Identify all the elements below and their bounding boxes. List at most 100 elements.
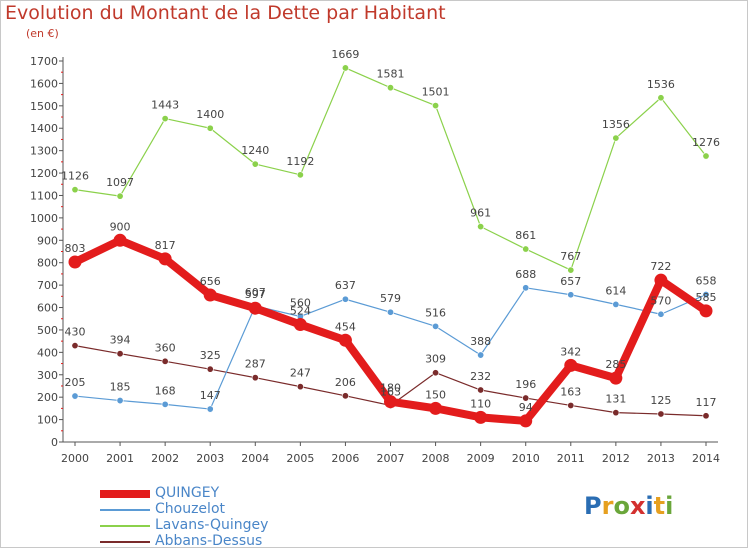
y-tick-label: 1100 — [30, 189, 58, 202]
data-point-quingey — [564, 358, 578, 372]
data-label-abbans-dessus: 117 — [696, 396, 717, 409]
proxiti-logo: Proxiti — [584, 492, 673, 520]
data-label-abbans-dessus: 325 — [200, 349, 221, 362]
chart-title: Evolution du Montant de la Dette par Hab… — [5, 2, 446, 24]
data-point-quingey — [699, 304, 713, 318]
data-label-lavans-quingey: 961 — [470, 207, 491, 220]
data-point-chouzelot — [206, 405, 214, 413]
y-tick-label: 800 — [37, 257, 58, 270]
data-label-lavans-quingey: 1669 — [331, 48, 359, 61]
data-point-abbans-dessus — [702, 412, 710, 420]
data-label-chouzelot: 560 — [290, 296, 311, 309]
y-tick-label: 1500 — [30, 100, 58, 113]
y-tick-label: 0 — [51, 436, 58, 449]
x-tick-label: 2006 — [331, 452, 359, 465]
data-point-chouzelot — [432, 322, 440, 330]
data-label-lavans-quingey: 1581 — [377, 68, 405, 81]
y-tick-label: 600 — [37, 302, 58, 315]
logo-letter: t — [653, 492, 666, 520]
data-label-quingey: 285 — [605, 358, 626, 371]
x-tick-label: 2013 — [647, 452, 675, 465]
data-point-abbans-dessus — [522, 394, 530, 402]
data-label-lavans-quingey: 1097 — [106, 176, 134, 189]
chart-unit: (en €) — [26, 27, 59, 40]
y-tick-label: 1300 — [30, 145, 58, 158]
data-label-chouzelot: 570 — [650, 294, 671, 307]
data-label-quingey: 817 — [155, 239, 176, 252]
data-point-lavans-quingey — [386, 84, 394, 92]
data-point-abbans-dessus — [161, 357, 169, 365]
data-label-chouzelot: 607 — [245, 286, 266, 299]
data-label-quingey: 900 — [110, 220, 131, 233]
data-label-quingey: 524 — [290, 305, 311, 318]
data-label-lavans-quingey: 1443 — [151, 99, 179, 112]
data-point-quingey — [519, 414, 533, 428]
data-point-lavans-quingey — [612, 134, 620, 142]
data-label-chouzelot: 637 — [335, 279, 356, 292]
data-point-lavans-quingey — [702, 152, 710, 160]
data-point-chouzelot — [116, 397, 124, 405]
data-point-lavans-quingey — [477, 223, 485, 231]
data-label-abbans-dessus: 360 — [155, 341, 176, 354]
legend-item-abbans-dessus: Abbans-Dessus — [100, 533, 320, 550]
x-tick-label: 2004 — [241, 452, 269, 465]
legend-label: Chouzelot — [155, 501, 225, 517]
x-tick-label: 2009 — [467, 452, 495, 465]
data-point-abbans-dessus — [432, 369, 440, 377]
data-point-lavans-quingey — [116, 192, 124, 200]
data-point-abbans-dessus — [71, 342, 79, 350]
data-point-quingey — [609, 371, 623, 385]
data-label-abbans-dessus: 287 — [245, 358, 266, 371]
data-label-chouzelot: 205 — [65, 376, 86, 389]
data-label-lavans-quingey: 1356 — [602, 118, 630, 131]
logo-letter: i — [665, 492, 674, 520]
data-point-quingey — [68, 255, 82, 269]
data-label-abbans-dessus: 163 — [380, 385, 401, 398]
y-tick-label: 200 — [37, 391, 58, 404]
y-tick-label: 900 — [37, 234, 58, 247]
data-point-quingey — [158, 252, 172, 266]
x-tick-label: 2011 — [557, 452, 585, 465]
data-label-chouzelot: 185 — [110, 381, 131, 394]
data-label-quingey: 585 — [696, 291, 717, 304]
data-label-chouzelot: 579 — [380, 292, 401, 305]
data-point-chouzelot — [386, 308, 394, 316]
y-tick-label: 1700 — [30, 55, 58, 68]
data-point-lavans-quingey — [567, 266, 575, 274]
data-label-quingey: 180 — [380, 382, 401, 395]
data-point-lavans-quingey — [251, 160, 259, 168]
data-label-abbans-dessus: 206 — [335, 376, 356, 389]
y-tick-label: 1600 — [30, 77, 58, 90]
data-label-chouzelot: 168 — [155, 384, 176, 397]
data-label-quingey: 150 — [425, 388, 446, 401]
data-point-abbans-dessus — [567, 401, 575, 409]
data-label-abbans-dessus: 232 — [470, 370, 491, 383]
data-label-lavans-quingey: 1501 — [422, 86, 450, 99]
logo-letter: P — [584, 492, 602, 520]
data-point-lavans-quingey — [657, 94, 665, 102]
data-label-abbans-dessus: 247 — [290, 367, 311, 380]
data-point-chouzelot — [477, 351, 485, 359]
x-tick-label: 2002 — [151, 452, 179, 465]
data-point-chouzelot — [522, 284, 530, 292]
data-point-lavans-quingey — [522, 245, 530, 253]
data-point-abbans-dessus — [296, 383, 304, 391]
data-label-lavans-quingey: 1240 — [241, 144, 269, 157]
x-tick-label: 2007 — [377, 452, 405, 465]
data-point-lavans-quingey — [296, 171, 304, 179]
legend-item-lavans-quingey: Lavans-Quingey — [100, 517, 320, 534]
data-point-quingey — [248, 301, 262, 315]
x-tick-label: 2000 — [61, 452, 89, 465]
data-point-lavans-quingey — [432, 102, 440, 110]
data-point-abbans-dessus — [116, 350, 124, 358]
data-point-abbans-dessus — [206, 365, 214, 373]
logo-letter: x — [629, 492, 646, 520]
data-label-quingey: 656 — [200, 275, 221, 288]
data-label-abbans-dessus: 309 — [425, 353, 446, 366]
data-point-chouzelot — [612, 300, 620, 308]
data-label-chouzelot: 658 — [696, 275, 717, 288]
data-label-abbans-dessus: 394 — [110, 334, 131, 347]
data-label-lavans-quingey: 1536 — [647, 78, 675, 91]
data-point-quingey — [203, 288, 217, 302]
